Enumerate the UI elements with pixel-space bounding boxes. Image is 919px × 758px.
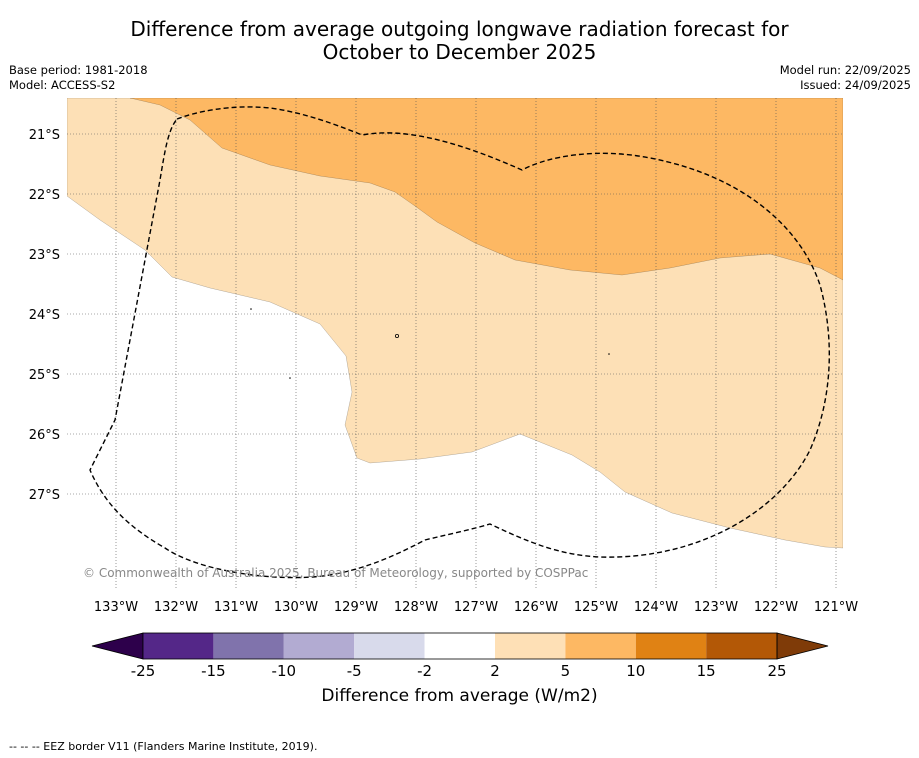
colorbar-segment [143, 633, 214, 659]
colorbar-segment [354, 633, 425, 659]
colorbar-tick: -2 [417, 662, 432, 680]
lon-label: 123°W [694, 600, 738, 615]
island-marker [250, 308, 252, 310]
meta-left: Base period: 1981-2018 Model: ACCESS-S2 [9, 63, 148, 93]
lon-label: 121°W [814, 600, 858, 615]
colorbar-segment [635, 633, 707, 659]
island-marker [394, 333, 399, 338]
colorbar-segment [283, 633, 355, 659]
lon-label: 129°W [334, 600, 378, 615]
colorbar-extend-low [91, 632, 144, 660]
island-marker [608, 353, 610, 355]
lon-label: 126°W [514, 600, 558, 615]
eez-border [89, 106, 830, 579]
issued-date: Issued: 24/09/2025 [800, 78, 911, 92]
lat-labels: 21°S 22°S 23°S 24°S 25°S 26°S 27°S [29, 128, 60, 503]
colorbar-tick: -15 [201, 662, 226, 680]
colorbar-tick: -10 [272, 662, 297, 680]
copyright-text: © Commonwealth of Australia 2025, Bureau… [83, 566, 588, 580]
lon-label: 124°W [634, 600, 678, 615]
lon-label: 131°W [214, 600, 258, 615]
lat-label: 24°S [29, 308, 60, 323]
model-run: Model run: 22/09/2025 [779, 63, 911, 77]
title-line-2: October to December 2025 [322, 40, 597, 64]
lon-label: 127°W [454, 600, 498, 615]
lat-label: 26°S [29, 428, 60, 443]
colorbar-tick: 25 [767, 662, 786, 680]
colorbar-segment [706, 633, 777, 659]
map-area: © Commonwealth of Australia 2025, Bureau… [67, 98, 843, 590]
title-line-1: Difference from average outgoing longwav… [130, 17, 789, 41]
colorbar-tick: 5 [561, 662, 571, 680]
lon-label: 122°W [754, 600, 798, 615]
lon-label: 130°W [274, 600, 318, 615]
colorbar-segment [495, 633, 566, 659]
lat-label: 22°S [29, 188, 60, 203]
lon-label: 128°W [394, 600, 438, 615]
colorbar-tick: -5 [347, 662, 362, 680]
colorbar-tick: -25 [131, 662, 156, 680]
colorbar: -25 -15 -10 -5 -2 2 5 10 15 25 [91, 632, 829, 680]
lon-labels: 133°W 132°W 131°W 130°W 129°W 128°W 127°… [94, 600, 858, 615]
lon-label: 125°W [574, 600, 618, 615]
lat-label: 27°S [29, 488, 60, 503]
island-marker [289, 377, 291, 379]
colorbar-segment [213, 633, 284, 659]
colorbar-segment [424, 633, 495, 659]
lon-label: 133°W [94, 600, 138, 615]
colorbar-extend-high [776, 632, 829, 660]
lat-label: 25°S [29, 368, 60, 383]
model-name: Model: ACCESS-S2 [9, 78, 116, 92]
colorbar-tick: 2 [490, 662, 500, 680]
chart-title: Difference from average outgoing longwav… [0, 18, 919, 64]
colorbar-outline [142, 632, 778, 660]
base-period: Base period: 1981-2018 [9, 63, 148, 77]
lat-label: 21°S [29, 128, 60, 143]
anomaly-region-5-to-10 [129, 98, 843, 281]
meta-right: Model run: 22/09/2025 Issued: 24/09/2025 [780, 63, 911, 93]
lon-label: 132°W [154, 600, 198, 615]
colorbar-ticks: -25 -15 -10 -5 -2 2 5 10 15 25 [131, 662, 787, 680]
colorbar-tick: 10 [626, 662, 645, 680]
grid-lines [67, 98, 843, 590]
colorbar-tick: 15 [697, 662, 716, 680]
eez-note: -- -- -- EEZ border V11 (Flanders Marine… [9, 740, 318, 753]
lat-label: 23°S [29, 248, 60, 263]
colorbar-segment [565, 633, 636, 659]
colorbar-title: Difference from average (W/m2) [321, 686, 598, 706]
